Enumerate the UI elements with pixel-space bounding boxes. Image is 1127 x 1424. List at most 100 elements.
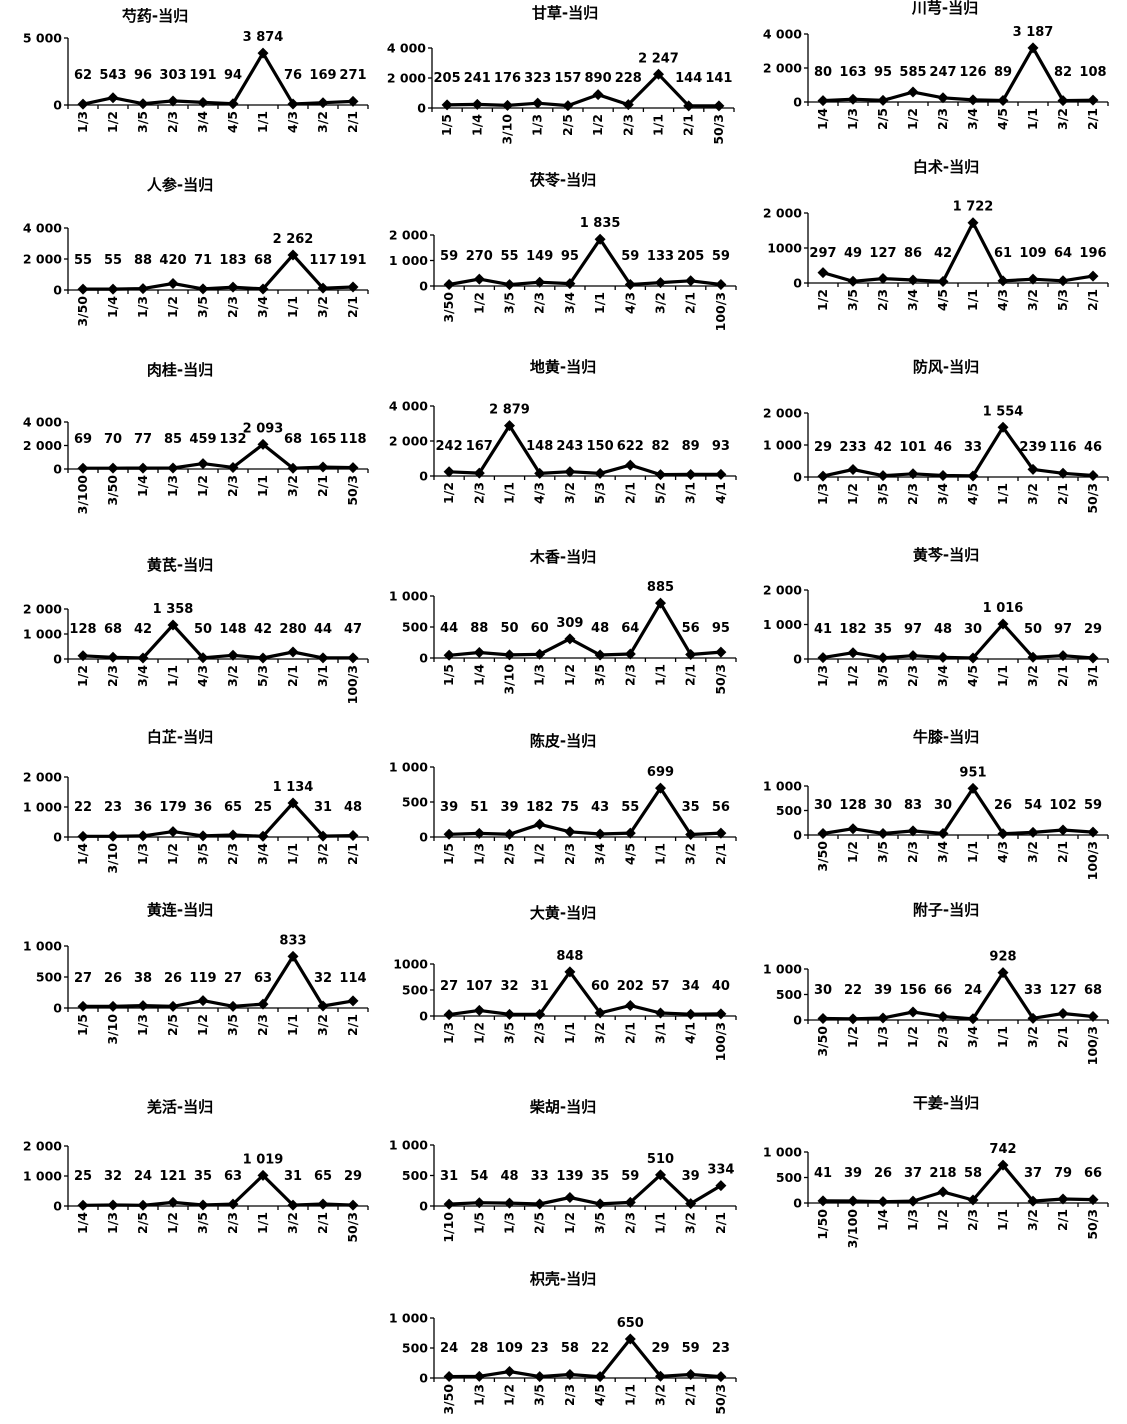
data-point-marker — [937, 651, 949, 663]
data-point-marker — [1027, 651, 1039, 663]
x-tick-label: 3/4 — [255, 296, 270, 318]
data-label: 59 — [1084, 798, 1102, 813]
data-point-marker — [594, 1007, 606, 1019]
data-label: 51 — [470, 800, 488, 815]
data-point-marker — [847, 823, 859, 835]
data-label: 95 — [874, 65, 892, 80]
x-tick-label: 3/1 — [653, 1022, 668, 1044]
data-point-marker — [594, 233, 606, 245]
data-point-marker — [137, 830, 149, 842]
data-label: 622 — [617, 439, 644, 454]
data-point-marker — [473, 467, 485, 479]
data-label: 28 — [470, 1341, 488, 1356]
y-tick-label: 500 — [402, 1341, 428, 1356]
x-tick-label: 4/3 — [995, 289, 1010, 311]
series-line — [822, 425, 1094, 478]
data-label: 39 — [440, 800, 458, 815]
x-tick-label: 50/3 — [1085, 1209, 1100, 1240]
data-label: 35 — [591, 1169, 609, 1184]
chart-panel: 茯苓-当归 0 1 000 2 000 3/50 1/2 3/5 2/3 3/4 1/1 4/3 3/… — [389, 171, 737, 331]
data-point-marker — [967, 217, 979, 229]
data-label: 242 — [436, 439, 463, 454]
data-label: 116 — [1049, 440, 1076, 455]
x-tick-label: 3/100 — [845, 1209, 860, 1249]
x-tick-label: 3/10 — [105, 843, 120, 874]
data-point-marker — [443, 278, 455, 290]
data-label: 62 — [74, 68, 92, 83]
data-label: 183 — [219, 253, 246, 268]
data-point-marker — [997, 94, 1009, 106]
data-label: 163 — [839, 65, 866, 80]
data-point-marker — [197, 458, 209, 470]
data-point-marker — [594, 649, 606, 661]
data-point-marker — [564, 466, 576, 478]
x-tick-label: 3/2 — [653, 292, 668, 314]
x-tick-label: 3/2 — [562, 482, 577, 504]
data-label: 26 — [874, 1166, 892, 1181]
data-point-marker — [655, 1007, 666, 1019]
chart-title: 枳壳-当归 — [530, 1270, 596, 1288]
x-tick-label: 3/5 — [195, 1212, 210, 1234]
data-label: 1 358 — [153, 602, 194, 617]
data-point-marker — [443, 1371, 455, 1383]
x-tick-label: 3/5 — [532, 1384, 547, 1406]
x-tick-label: 3/5 — [502, 292, 517, 314]
data-label: 27 — [74, 971, 92, 986]
data-point-marker — [997, 828, 1009, 840]
data-point-marker — [877, 1196, 889, 1208]
data-point-marker — [907, 1195, 919, 1207]
data-label: 179 — [159, 800, 186, 815]
data-label: 40 — [712, 979, 730, 994]
data-point-marker — [1057, 1193, 1069, 1205]
x-tick-label: 1/3 — [502, 1212, 517, 1234]
data-point-marker — [847, 1195, 859, 1207]
x-tick-label: 2/3 — [562, 1384, 577, 1406]
data-point-marker — [685, 1008, 697, 1020]
data-point-marker — [967, 94, 979, 106]
chart-title: 牛膝-当归 — [913, 728, 979, 746]
data-point-marker — [504, 1008, 515, 1020]
x-tick-label: 3/2 — [1025, 841, 1040, 863]
data-label: 38 — [134, 971, 152, 986]
x-tick-label: 1/2 — [471, 1022, 486, 1044]
data-label: 68 — [254, 253, 272, 268]
x-tick-label: 2/3 — [225, 475, 240, 497]
y-tick-label: 4 000 — [23, 415, 62, 430]
data-label: 76 — [284, 68, 302, 83]
data-point-marker — [624, 827, 636, 839]
data-label: 64 — [621, 621, 639, 636]
data-point-marker — [817, 1012, 829, 1024]
data-point-marker — [257, 1169, 269, 1181]
chart-panel: 黄连-当归 0 500 1 000 1/5 3/10 1/3 2/5 1/2 3/5 2/3 1/1 3… — [23, 901, 369, 1045]
x-tick-label: 1/3 — [875, 1026, 890, 1048]
data-point-marker — [594, 828, 606, 840]
x-tick-label: 2/3 — [622, 664, 637, 686]
data-label: 36 — [194, 800, 212, 815]
y-tick-label: 2 000 — [23, 770, 62, 785]
data-point-marker — [564, 1369, 576, 1381]
x-tick-label: 1/3 — [845, 108, 860, 130]
data-point-marker — [937, 1011, 949, 1023]
data-label: 1 016 — [983, 601, 1024, 616]
x-tick-label: 2/1 — [683, 292, 698, 314]
y-tick-label: 4 000 — [387, 41, 426, 56]
y-tick-label: 0 — [53, 652, 62, 667]
y-tick-label: 2 000 — [23, 252, 62, 267]
data-point-marker — [907, 1006, 919, 1018]
x-tick-label: 4/3 — [532, 482, 547, 504]
x-tick-label: 3/2 — [1025, 483, 1040, 505]
data-point-marker — [907, 86, 919, 98]
x-tick-label: 1/1 — [285, 1014, 300, 1036]
data-label: 31 — [314, 800, 332, 815]
data-label: 119 — [189, 971, 216, 986]
data-label: 141 — [705, 71, 732, 86]
data-label: 228 — [615, 71, 642, 86]
x-tick-label: 3/2 — [1025, 665, 1040, 687]
x-tick-label: 3/50 — [441, 1384, 456, 1415]
data-label: 44 — [440, 621, 458, 636]
data-label: 26 — [164, 971, 182, 986]
x-tick-label: 2/1 — [681, 114, 696, 136]
data-point-marker — [715, 468, 727, 480]
x-tick-label: 3/2 — [1055, 108, 1070, 130]
x-tick-label: 2/1 — [622, 482, 637, 504]
